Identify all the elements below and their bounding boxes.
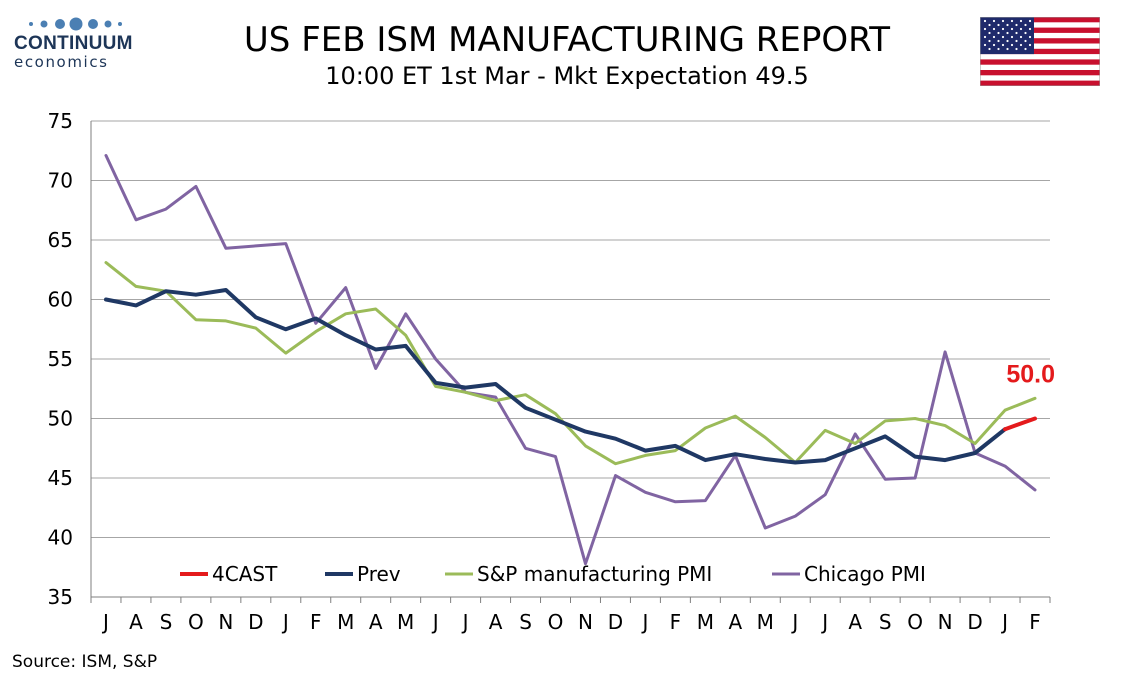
x-tick-label: S: [519, 610, 532, 634]
y-tick-label: 75: [48, 109, 73, 133]
y-tick-label: 50: [48, 407, 73, 431]
x-tick-label: M: [397, 610, 414, 634]
x-tick-label: N: [218, 610, 233, 634]
legend-label: Prev: [357, 562, 401, 586]
x-tick-label: O: [548, 610, 564, 634]
x-tick-label: A: [489, 610, 503, 634]
y-tick-label: 70: [48, 169, 73, 193]
x-tick-label: J: [461, 610, 469, 634]
y-tick-label: 60: [48, 288, 73, 312]
series-line-prev: [104, 288, 1007, 465]
x-tick-label: N: [938, 610, 953, 634]
y-tick-label: 35: [48, 585, 73, 609]
x-tick-label: F: [1029, 610, 1041, 634]
source-note: Source: ISM, S&P: [12, 652, 158, 672]
x-tick-label: O: [188, 610, 204, 634]
legend-label: 4CAST: [212, 562, 278, 586]
x-tick-label: D: [608, 610, 623, 634]
x-tick-label: A: [369, 610, 383, 634]
x-tick-label: J: [820, 610, 828, 634]
x-tick-label: J: [640, 610, 648, 634]
logo-dots-icon: [14, 14, 134, 34]
x-tick-label: N: [578, 610, 593, 634]
x-tick-label: F: [670, 610, 682, 634]
x-tick-label: M: [697, 610, 714, 634]
y-tick-label: 40: [48, 526, 73, 550]
x-tick-label: J: [281, 610, 289, 634]
forecast-annotation: 50.0: [1006, 361, 1055, 389]
x-tick-label: F: [310, 610, 322, 634]
chart-title: US FEB ISM MANUFACTURING REPORT: [243, 20, 891, 60]
legend-label: Chicago PMI: [804, 562, 926, 586]
x-tick-label: J: [431, 610, 439, 634]
x-tick-label: A: [728, 610, 742, 634]
y-tick-label: 65: [48, 228, 73, 252]
x-tick-label: M: [757, 610, 774, 634]
x-tick-label: O: [907, 610, 923, 634]
x-tick-label: M: [337, 610, 354, 634]
x-tick-label: D: [967, 610, 982, 634]
logo: CONTINUUM economics: [14, 14, 134, 70]
x-tick-label: D: [248, 610, 263, 634]
series-line-s-p-manufacturing-pmi: [104, 261, 1037, 466]
x-tick-label: J: [790, 610, 798, 634]
x-tick-label: S: [160, 610, 173, 634]
x-tick-label: S: [879, 610, 892, 634]
x-tick-label: J: [101, 610, 109, 634]
legend-label: S&P manufacturing PMI: [477, 562, 712, 586]
y-tick-label: 55: [48, 347, 73, 371]
x-tick-label: A: [848, 610, 862, 634]
logo-name: CONTINUUM: [14, 33, 133, 54]
x-tick-label: A: [129, 610, 143, 634]
y-tick-label: 45: [48, 466, 73, 490]
series-line-chicago-pmi: [104, 154, 1037, 566]
chart-subtitle: 10:00 ET 1st Mar - Mkt Expectation 49.5: [325, 62, 809, 90]
x-tick-label: J: [1000, 610, 1008, 634]
series-line-4cast: [1003, 416, 1037, 432]
logo-subtitle: economics: [14, 53, 109, 71]
